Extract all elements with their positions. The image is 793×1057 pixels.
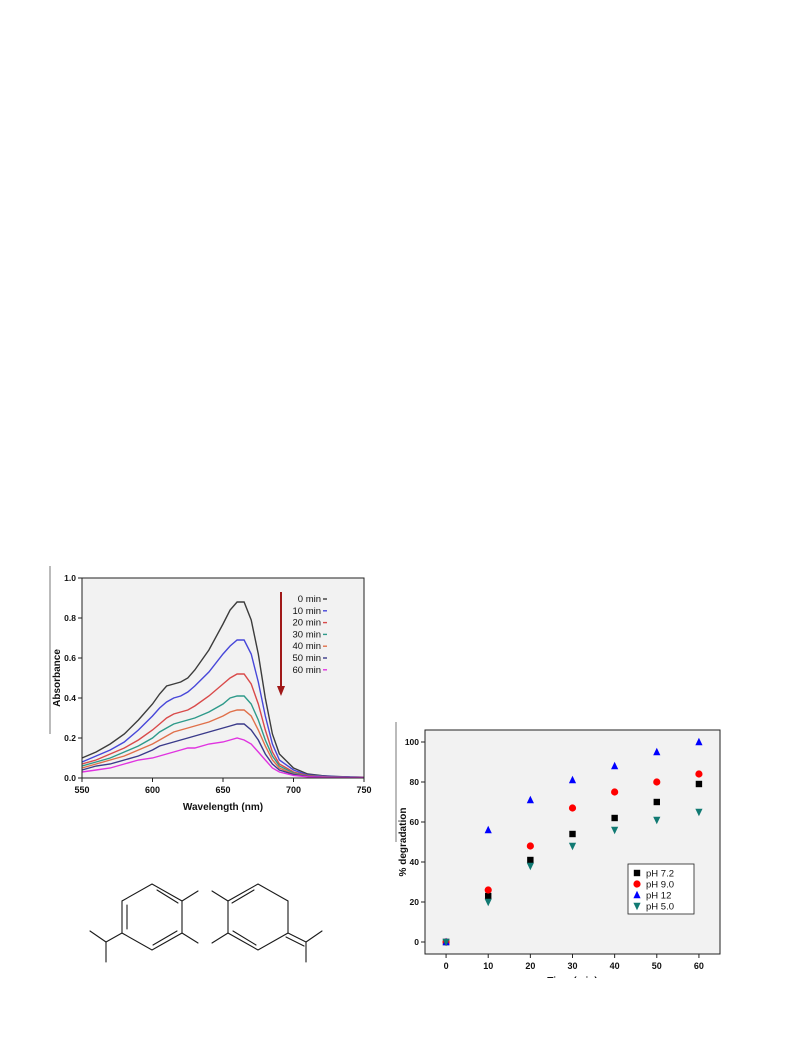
data-point-pH-12	[568, 775, 577, 784]
data-point-pH-5-0	[484, 898, 492, 907]
degradation-scatter-chart: 0 10 20 30 40 50 60 0 20 40 60 80 100 Time (min) % deg…	[392, 722, 734, 987]
y-tick-label: 20	[410, 897, 420, 907]
legend-marker	[633, 890, 641, 899]
data-point-pH-5-0	[653, 816, 661, 825]
legend-label: pH 9.0	[646, 880, 674, 891]
data-point-pH-7-2	[611, 814, 618, 822]
right-ring-double-bond-1	[231, 889, 255, 904]
absorbance-spectra-svg: 550 600 650 700 750 0.0 0.2 0.4 0.6 0.8 1.0 Wavelen…	[49, 566, 372, 813]
absorbance-spectra-chart: 550 600 650 700 750 0.0 0.2 0.4 0.6 0.8 1.0 Wavelen…	[46, 566, 376, 820]
y-tick-label: 0.6	[64, 653, 76, 663]
x-tick-label: 550	[74, 785, 89, 795]
time-arrow-head	[277, 686, 285, 696]
data-point-pH-5-0	[611, 826, 619, 835]
x-tick-label: 60	[694, 961, 704, 971]
legend-label: 40 min	[292, 641, 321, 652]
data-point-pH-9-0	[611, 788, 619, 796]
left-amine-bond	[105, 932, 123, 943]
right-bridge-bond-top	[211, 890, 229, 902]
legend-label: pH 5.0	[646, 902, 674, 913]
y-tick-label: 60	[410, 817, 420, 827]
x-tick-label: 50	[652, 961, 662, 971]
data-point-pH-12	[653, 747, 661, 756]
series-line-0-min	[81, 601, 365, 778]
y-tick-label: 80	[410, 777, 420, 787]
structure-bonds	[89, 883, 323, 963]
data-point-pH-5-0	[442, 938, 450, 947]
data-point-pH-7-2	[653, 798, 660, 806]
data-point-pH-9-0	[695, 770, 703, 778]
x-tick-label: 40	[610, 961, 620, 971]
y-tick-label: 40	[410, 857, 420, 867]
data-point-pH-9-0	[653, 778, 661, 786]
x-axis-label: Time (min)	[547, 976, 597, 978]
left-bridge-bond-top	[181, 890, 199, 902]
x-tick-label: 10	[483, 961, 493, 971]
data-point-pH-7-2	[485, 892, 492, 900]
x-tick-label: 20	[525, 961, 535, 971]
x-tick-label: 0	[444, 961, 449, 971]
degradation-scatter-svg: 0 10 20 30 40 50 60 0 20 40 60 80 100 Time (min) % deg…	[395, 722, 721, 987]
x-tick-label: 30	[567, 961, 577, 971]
right-methyl-bond-1	[305, 930, 323, 943]
legend-marker	[633, 902, 641, 911]
x-tick-label: 600	[145, 785, 160, 795]
x-tick-label: 700	[286, 785, 301, 795]
y-tick-label: 0.0	[64, 773, 76, 783]
y-tick-label: 0	[414, 937, 419, 947]
data-point-pH-12	[526, 795, 534, 804]
right-ring-double-bond-2	[232, 930, 257, 946]
data-point-pH-12	[611, 761, 619, 770]
y-axis-label: % degradation	[398, 808, 409, 877]
legend-marker	[633, 880, 641, 888]
legend-label: 20 min	[292, 618, 321, 629]
chemical-structure-diagram	[80, 878, 350, 988]
right-iminium-double-bond-b	[285, 936, 305, 947]
x-axis-label: Wavelength (nm)	[183, 802, 263, 813]
plot-area	[425, 730, 720, 954]
legend-label: 30 min	[292, 629, 321, 640]
legend-label: 60 min	[292, 665, 321, 676]
right-quinoid-ring	[227, 883, 289, 951]
legend-marker	[633, 869, 641, 877]
data-point-pH-9-0	[484, 886, 492, 894]
data-point-pH-9-0	[526, 842, 534, 850]
legend-label: 0 min	[298, 594, 321, 605]
left-ring-double-bond-1	[156, 889, 179, 904]
left-ring-double-bond-2	[152, 930, 178, 946]
series-line-60-min	[81, 737, 364, 779]
legend-label: 50 min	[292, 653, 321, 664]
data-point-pH-7-2	[569, 830, 576, 838]
legend-label: 10 min	[292, 606, 321, 617]
data-point-pH-9-0	[568, 804, 577, 812]
data-point-pH-5-0	[526, 862, 534, 871]
series-line-10-min	[81, 639, 365, 778]
right-bridge-bond-bottom	[211, 932, 229, 944]
y-axis-label: Absorbance	[52, 649, 63, 707]
y-tick-label: 0.4	[64, 693, 76, 703]
x-tick-label: 650	[215, 785, 230, 795]
x-tick-label: 750	[356, 785, 371, 795]
left-benzene-ring	[121, 883, 183, 951]
data-point-pH-12	[695, 737, 703, 746]
legend-label: pH 7.2	[646, 869, 674, 880]
structure-drawing	[89, 883, 323, 963]
data-point-pH-7-2	[695, 780, 703, 788]
data-point-pH-7-2	[527, 856, 534, 864]
y-tick-label: 1.0	[64, 573, 76, 583]
y-tick-label: 0.2	[64, 733, 76, 743]
data-point-pH-5-0	[695, 808, 703, 817]
legend-label: pH 12	[646, 891, 671, 902]
y-tick-label: 0.8	[64, 613, 76, 623]
y-tick-label: 100	[405, 737, 419, 747]
data-point-pH-12	[484, 825, 492, 834]
right-iminium-double-bond-a	[287, 932, 307, 943]
left-methyl-bond-1	[89, 930, 107, 943]
data-point-pH-5-0	[568, 842, 577, 851]
left-bridge-bond-bottom	[181, 932, 199, 944]
